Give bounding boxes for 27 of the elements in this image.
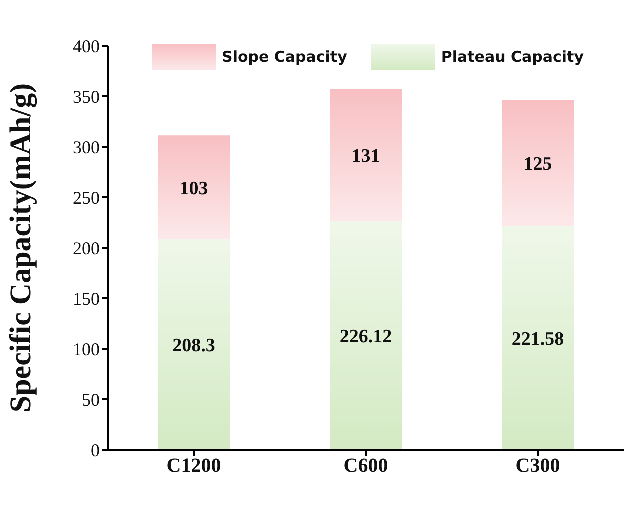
data-label: 125: [524, 154, 552, 175]
y-tick-label: 300: [73, 137, 100, 158]
bar: [158, 240, 230, 450]
x-tick-label: C1200: [166, 455, 222, 478]
y-tick-label: 0: [91, 440, 100, 460]
data-label: 208.3: [172, 336, 216, 357]
bar: [502, 100, 574, 226]
y-tick-label: 150: [73, 288, 100, 309]
y-tick-label: 250: [73, 188, 100, 208]
legend-label: Slope Capacity: [222, 48, 348, 66]
x-tick-label: C300: [516, 455, 560, 478]
y-tick-label: 400: [73, 36, 100, 56]
bar: [330, 222, 402, 450]
bar: [158, 136, 230, 240]
bar: [502, 226, 574, 450]
data-label: 221.58: [512, 328, 564, 350]
y-axis-title: Specific Capacity(mAh/g): [4, 83, 38, 413]
data-label: 226.12: [340, 326, 392, 348]
x-tick-label: C600: [344, 455, 388, 478]
y-tick-label: 100: [73, 339, 100, 360]
y-tick-label: 50: [82, 390, 100, 410]
data-label: 131: [352, 146, 380, 168]
y-tick-label: 200: [73, 238, 100, 258]
data-label: 103: [180, 178, 208, 200]
legend-label: Plateau Capacity: [441, 48, 584, 66]
y-tick-label: 350: [73, 86, 100, 107]
bar: [330, 89, 402, 222]
